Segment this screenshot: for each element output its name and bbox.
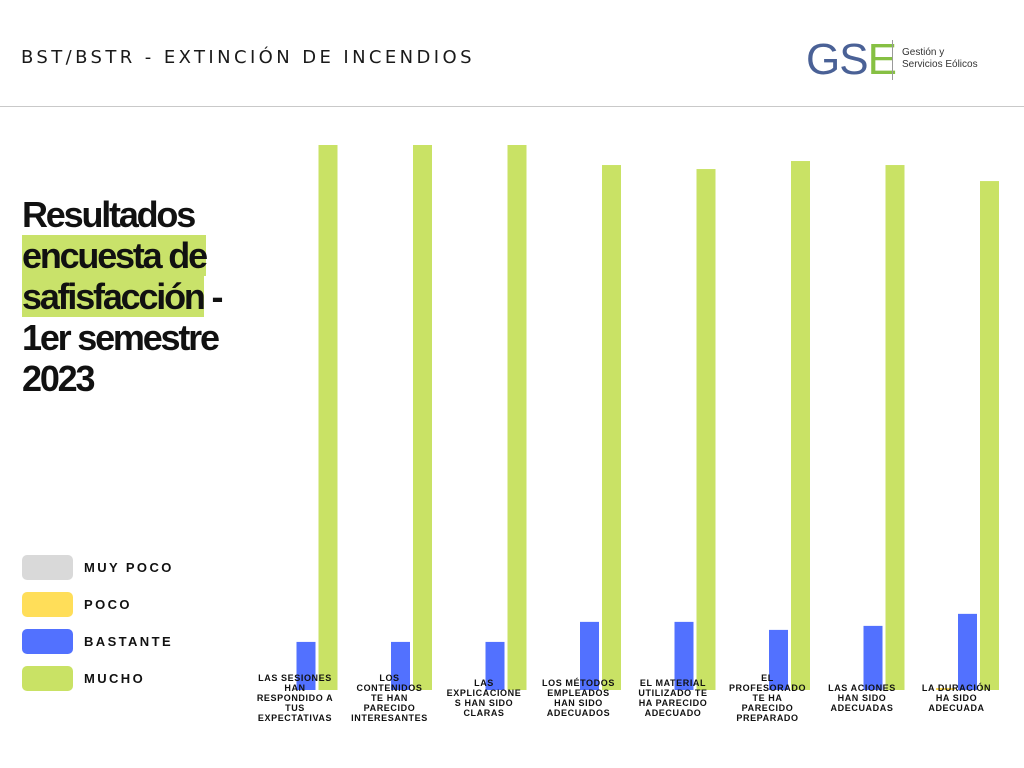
category-label-2: LOS CONTENIDOS TE HAN PARECIDO INTERESANTES [351,673,428,723]
bar-bastante-7 [863,625,883,690]
logo-mark-gs: GS [806,35,869,84]
bar-bastante-3 [485,641,505,690]
legend-label-bastante: BASTANTE [84,634,174,649]
legend-swatch-poco [22,592,73,617]
bar-mucho-6 [791,161,810,690]
bar-mucho-4 [602,165,621,691]
gse-logo: GSE Gestión y Servicios Eólicos [806,38,996,84]
bar-mucho-3 [507,145,527,690]
category-label-3: LAS EXPLICACIONE S HAN SIDO CLARAS [447,678,522,718]
bar-bastante-5 [674,621,694,690]
category-label-4: LOS MÉTODOS EMPLEADOS HAN SIDO ADECUADOS [542,678,615,718]
bar-mucho-7 [885,165,905,691]
logo-text-line2: Servicios Eólicos [902,59,978,70]
bar-mucho-8 [980,181,999,691]
legend-swatch-bastante [22,629,73,654]
title-line-5: 2023 [22,358,95,399]
logo-text-line1: Gestión y [902,47,945,58]
page-title: Resultados encuesta de safisfacción - 1e… [22,194,272,399]
bar-bastante-1 [296,641,316,690]
category-label-6: EL PROFESORADO TE HA PARECIDO PREPARADO [729,673,806,723]
category-label-5: EL MATERIAL UTILIZADO TE HA PARECIDO ADECUA… [638,678,707,718]
category-label-8: LA DURACIÓN HA SIDO ADECUADA [922,682,991,713]
logo-mark: GSE [806,35,897,84]
page-header-title: BST/BSTR - EXTINCIÓN DE INCENDIOS [21,47,475,68]
category-label-1: LAS SESIONES HAN RESPONDIDO A TUS EXPECTATIV… [257,673,333,723]
bar-mucho-2 [413,145,432,690]
survey-bar-chart: LAS SESIONES HAN RESPONDIDO A TUS EXPECTATIV… [257,145,999,723]
legend-label-mucho: MUCHO [84,671,146,686]
bar-mucho-5 [696,169,716,690]
bar-bastante-4 [580,621,599,690]
bar-mucho-1 [318,145,338,690]
header: BST/BSTR - EXTINCIÓN DE INCENDIOS GSE Ge… [0,0,1024,107]
bar-bastante-2 [391,641,410,690]
logo-divider [892,40,893,80]
legend-label-poco: POCO [84,597,132,612]
title-line-3: safisfacción [22,276,206,317]
legend-swatch-mucho [22,666,73,691]
bar-bastante-8 [958,613,977,690]
category-label-7: LAS ACIONES HAN SIDO ADECUADAS [828,683,896,713]
legend-swatch-muy-poco [22,555,73,580]
legend-label-muy-poco: MUY POCO [84,560,174,575]
bar-poco-8 [936,687,955,690]
title-line-3-suffix: - [203,276,224,317]
title-line-2: encuesta de [22,235,208,276]
title-line-1: Resultados [22,194,196,235]
bar-bastante-6 [769,629,788,690]
logo-text: Gestión y Servicios Eólicos [902,47,978,71]
title-line-4: 1er semestre [22,317,220,358]
